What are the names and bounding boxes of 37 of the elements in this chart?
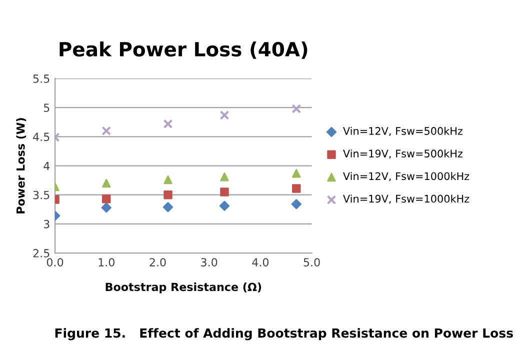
point (219, 200, 230, 211)
point (162, 202, 174, 212)
point (292, 104, 302, 114)
y-tick-label: 4.5 (33, 132, 50, 142)
x-tick-label: 5.0 (304, 258, 320, 266)
point (292, 184, 301, 193)
point (220, 188, 229, 196)
point (220, 172, 229, 182)
y-tick-label: 5.5 (33, 74, 50, 83)
point (292, 168, 301, 178)
y-tick-label: 2.5 (33, 249, 50, 258)
chart-title: Peak Power Loss (40A) (60, 42, 308, 59)
point (102, 178, 111, 188)
point (164, 190, 172, 200)
point (291, 199, 302, 210)
point (102, 194, 111, 204)
point (102, 126, 112, 136)
legend-label: Vin=12V, Fsw=500kHz (343, 126, 463, 136)
legend-label: Vin=19V, Fsw=500kHz (343, 149, 463, 159)
x-tick-label: 4.0 (252, 258, 269, 266)
legend-label: Vin=12V, Fsw=1000kHz (343, 172, 470, 182)
y-tick-label: 5 (44, 104, 50, 112)
x-tick-label: 2.0 (150, 258, 166, 266)
y-tick-label: 3.5 (33, 190, 50, 200)
legend-label: Vin=19V, Fsw=1000kHz (343, 194, 470, 204)
point (164, 175, 172, 184)
point (163, 119, 173, 129)
x-axis-title: Bootstrap Resistance (Ω) (106, 282, 262, 294)
x-tick-label: 1.0 (98, 258, 114, 266)
y-tick-label: 3 (44, 220, 50, 228)
point (101, 202, 112, 213)
x-tick-label: 0.0 (46, 258, 64, 266)
caption: Figure 15. Effect of Adding Bootstrap Resistance on Power Loss (55, 328, 513, 340)
y-axis-title: Power Loss (W) (16, 118, 26, 214)
y-tick-label: 4 (44, 162, 50, 170)
point (220, 110, 230, 120)
x-tick-label: 3.0 (201, 258, 218, 266)
